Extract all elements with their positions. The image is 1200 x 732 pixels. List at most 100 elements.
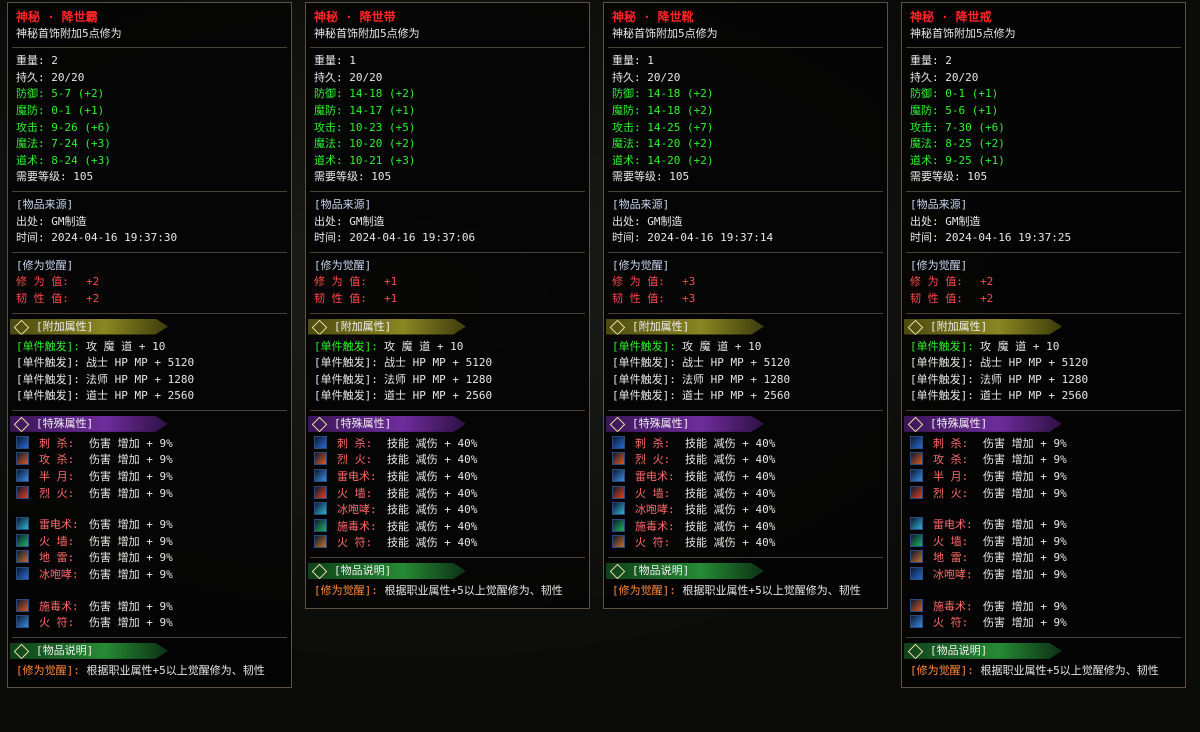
skill-name: 刺 杀:: [635, 436, 671, 450]
skill-effect: 伤害 增加 + 9%: [983, 599, 1067, 613]
skill-effect: 伤害 增加 + 9%: [983, 616, 1067, 630]
requirement: 需要等级: 105: [910, 170, 988, 184]
attached-value: 法师 HP MP + 1280: [980, 372, 1089, 386]
attached-line: [单件触发]: 道士 HP MP + 2560: [604, 388, 887, 405]
skill-name: 烈 火:: [337, 453, 373, 467]
description-line: [修为觉醒]: 根据职业属性+5以上觉醒修为、韧性: [902, 663, 1185, 680]
awakening-label: 修 为 值:: [16, 275, 69, 289]
source-header: [物品来源]: [16, 197, 74, 211]
awakening-label: 韧 性 值:: [314, 291, 367, 305]
description-text: 根据职业属性+5以上觉醒修为、韧性: [682, 584, 861, 598]
group-gap: [8, 584, 291, 599]
description-text: 根据职业属性+5以上觉醒修为、韧性: [384, 584, 563, 598]
awakening-label: 修 为 值:: [910, 275, 963, 289]
skill-name: 施毒术:: [39, 599, 79, 613]
special-line: 攻 杀: 伤害 增加 + 9%: [902, 452, 1185, 469]
skill-icon: [314, 485, 327, 499]
description-tag: [修为觉醒]:: [612, 584, 676, 598]
attached-value: 战士 HP MP + 5120: [86, 356, 195, 370]
description-header: [物品说明]: [904, 642, 1062, 659]
attached-header: [附加属性]: [308, 318, 466, 335]
bonus-stat: 魔防: 5-6 (+1): [910, 103, 999, 117]
attached-value: 法师 HP MP + 1280: [86, 372, 195, 386]
awakening-value: +1: [384, 291, 398, 305]
special-line: 雷电术: 伤害 增加 + 9%: [8, 517, 291, 534]
item-tooltip: 神秘 · 降世霸 神秘首饰附加5点修为 重量: 2 持久: 20/20 防御: 5-7 …: [7, 2, 292, 689]
attached-value: 攻 魔 道 + 10: [86, 339, 166, 353]
attached-value: 道士 HP MP + 2560: [980, 389, 1089, 403]
special-line: 雷电术: 技能 减伤 + 40%: [306, 469, 589, 486]
bonus-stat: 魔法: 7-24 (+3): [16, 137, 111, 151]
skill-icon: [16, 485, 29, 499]
awakening-label: 修 为 值:: [314, 275, 367, 289]
bonus-stat: 道术: 8-24 (+3): [16, 153, 111, 167]
skill-name: 半 月:: [39, 470, 75, 484]
basic-stat: 持久: 20/20: [910, 70, 979, 84]
skill-icon: [910, 517, 923, 531]
skill-icon: [910, 567, 923, 581]
attached-header: [附加属性]: [606, 318, 764, 335]
skill-effect: 伤害 增加 + 9%: [89, 568, 173, 582]
item-tooltip: 神秘 · 降世靴 神秘首饰附加5点修为 重量: 1 持久: 20/20 防御: 14-1…: [603, 2, 888, 609]
special-line: 冰咆哮: 伤害 增加 + 9%: [8, 567, 291, 584]
special-line: 刺 杀: 技能 减伤 + 40%: [604, 435, 887, 453]
attached-value: 战士 HP MP + 5120: [980, 356, 1089, 370]
attached-line: [单件触发]: 法师 HP MP + 1280: [8, 372, 291, 389]
attached-label: [单件触发]:: [612, 372, 676, 386]
bonus-stat: 道术: 14-20 (+2): [612, 153, 714, 167]
skill-icon: [910, 533, 923, 547]
source-origin: 出处: GM制造: [612, 214, 683, 228]
special-line: 雷电术: 技能 减伤 + 40%: [604, 469, 887, 486]
skill-effect: 伤害 增加 + 9%: [983, 518, 1067, 532]
skill-name: 冰咆哮:: [337, 503, 377, 517]
special-line: 刺 杀: 伤害 增加 + 9%: [8, 435, 291, 453]
bonus-stat: 防御: 0-1 (+1): [910, 87, 999, 101]
attached-value: 战士 HP MP + 5120: [384, 356, 493, 370]
description-text: 根据职业属性+5以上觉醒修为、韧性: [980, 663, 1159, 677]
skill-icon: [910, 435, 923, 449]
attached-header: [附加属性]: [904, 318, 1062, 335]
special-line: 烈 火: 技能 减伤 + 40%: [604, 452, 887, 469]
skill-icon: [16, 615, 29, 629]
attached-line: [单件触发]: 攻 魔 道 + 10: [902, 339, 1185, 356]
attached-line: [单件触发]: 法师 HP MP + 1280: [902, 372, 1185, 389]
skill-icon: [612, 518, 625, 532]
skill-icon: [16, 598, 29, 612]
special-line: 火 符: 伤害 增加 + 9%: [902, 615, 1185, 632]
awakening-line: 修 为 值: +3: [604, 274, 887, 291]
attached-value: 攻 魔 道 + 10: [682, 339, 762, 353]
awakening-label: 韧 性 值:: [16, 291, 69, 305]
awakening-header: [修为觉醒]: [612, 258, 670, 272]
awakening-line: 韧 性 值: +2: [902, 291, 1185, 308]
separator: [608, 47, 883, 49]
special-line: 火 符: 技能 减伤 + 40%: [306, 535, 589, 552]
awakening-value: +2: [980, 291, 994, 305]
special-line: 冰咆哮: 伤害 增加 + 9%: [902, 567, 1185, 584]
awakening-line: 韧 性 值: +1: [306, 291, 589, 308]
skill-icon: [314, 452, 327, 466]
skill-icon: [910, 615, 923, 629]
skill-icon: [910, 485, 923, 499]
special-line: 烈 火: 伤害 增加 + 9%: [902, 485, 1185, 503]
description-text: 根据职业属性+5以上觉醒修为、韧性: [86, 663, 265, 677]
skill-name: 烈 火:: [933, 486, 969, 500]
separator: [310, 190, 585, 192]
special-line: 火 墙: 技能 减伤 + 40%: [604, 485, 887, 503]
description-line: [修为觉醒]: 根据职业属性+5以上觉醒修为、韧性: [306, 583, 589, 600]
bonus-stat: 魔法: 8-25 (+2): [910, 137, 1005, 151]
attached-label: [单件触发]:: [910, 372, 974, 386]
attached-line: [单件触发]: 攻 魔 道 + 10: [8, 339, 291, 356]
skill-name: 刺 杀:: [337, 436, 373, 450]
attached-line: [单件触发]: 战士 HP MP + 5120: [604, 355, 887, 372]
source-time: 时间: 2024-04-16 19:37:06: [314, 231, 476, 245]
group-gap: [8, 502, 291, 517]
attached-label: [单件触发]:: [16, 356, 80, 370]
awakening-value: +1: [384, 275, 398, 289]
source-origin: 出处: GM制造: [16, 214, 87, 228]
special-line: 烈 火: 伤害 增加 + 9%: [8, 485, 291, 503]
attached-label: [单件触发]:: [910, 339, 974, 353]
skill-name: 火 符:: [337, 536, 373, 550]
special-line: 火 符: 技能 减伤 + 40%: [604, 535, 887, 552]
special-line: 火 墙: 伤害 增加 + 9%: [8, 533, 291, 551]
